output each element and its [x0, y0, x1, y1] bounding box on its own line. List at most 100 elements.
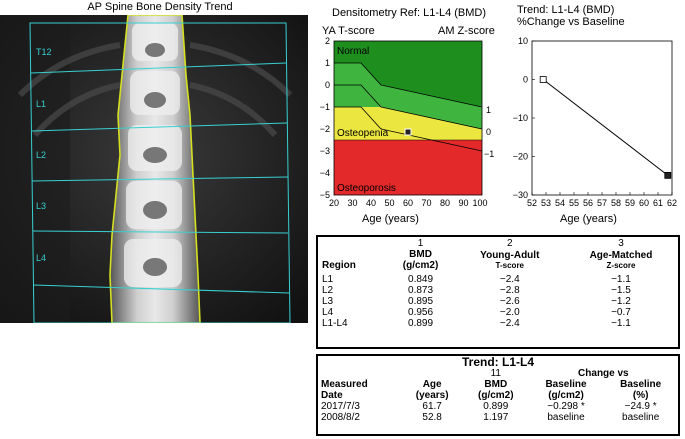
zone-label-osteoporosis: Osteoporosis: [337, 183, 396, 194]
table-row: L1-L4 0.899 −2.4 −1.1: [318, 318, 678, 329]
zone-normal-dark: [334, 41, 482, 107]
zscore-cell: −1.5: [611, 285, 631, 296]
spine-xray-image: T12 L1 L2 L3 L4: [0, 15, 308, 323]
tscore-cell: −2.4: [499, 274, 520, 285]
right-tick: 1: [486, 105, 491, 115]
header-age-matched: Age-Matched: [589, 250, 653, 261]
right-tick: −1: [484, 149, 494, 159]
col-number: 1: [417, 237, 424, 249]
trend-chart-subtitle: %Change vs Baseline: [517, 16, 625, 28]
trend-chart-title-block: Trend: L1-L4 (BMD) %Change vs Baseline: [517, 4, 625, 28]
bmd-cell: 1.197: [483, 412, 509, 423]
trend-x-tick: 58: [611, 198, 621, 208]
zscore-cell: −1.1: [611, 318, 631, 329]
table-row: 2017/7/3 61.7 0.899 −0.298 * −24.9 *: [318, 401, 678, 412]
y-tick: −3: [320, 146, 330, 156]
y-tick: 2: [325, 36, 330, 46]
y-tick: 0: [325, 80, 330, 90]
trend-x-tick: 62: [667, 198, 677, 208]
bmd-cell: 0.899: [408, 318, 434, 329]
densitometry-x-label: Age (years): [362, 213, 419, 225]
table-row: L1 0.849 −2.4 −1.1: [318, 274, 678, 285]
xray-title: AP Spine Bone Density Trend: [87, 1, 233, 13]
header-zscore: Z-score: [606, 261, 636, 270]
trend-x-tick: 52: [527, 198, 537, 208]
y-tick: 1: [325, 58, 330, 68]
trend-chart-title: Trend: L1-L4 (BMD): [517, 4, 615, 16]
trend-y-tick: −30: [513, 190, 528, 200]
x-tick: 40: [366, 198, 376, 208]
region-cell: L1: [322, 274, 334, 285]
x-tick: 80: [440, 198, 450, 208]
trend-y-tick: 10: [518, 36, 528, 46]
x-tick: 50: [384, 198, 394, 208]
x-tick: 70: [421, 198, 431, 208]
zone-label-normal: Normal: [337, 46, 369, 57]
am-zscore-axis-label: AM Z-score: [438, 25, 495, 37]
y-tick: −2: [320, 124, 330, 134]
bmd-cell: 0.899: [483, 401, 509, 412]
table-row: L4 0.956 −2.0 −0.7: [318, 307, 678, 318]
trend-series-line: [542, 79, 669, 176]
x-tick: 60: [403, 198, 413, 208]
region-cell: L4: [322, 307, 334, 318]
level-label-l1: L1: [36, 99, 46, 109]
level-label-l3: L3: [36, 201, 46, 211]
trend-x-label: Age (years): [560, 213, 617, 225]
trend-x-tick: 53: [541, 198, 551, 208]
zscore-cell: −1.1: [611, 274, 631, 285]
y-tick: −5: [320, 190, 330, 200]
trend-y-tick: −20: [513, 152, 528, 162]
bmd-cell: 0.849: [408, 274, 434, 285]
col-number: 11: [490, 367, 501, 379]
tscore-cell: −2.4: [499, 318, 520, 329]
right-tick: 0: [486, 127, 491, 137]
trend-table-title: Trend: L1-L4: [461, 355, 534, 369]
header-baseline-g: Baseline: [545, 379, 587, 390]
header-baseline-pct: Baseline: [620, 379, 662, 390]
table-row: L3 0.895 −2.6 −1.2: [318, 296, 678, 307]
header-bmd-unit: (g/cm2): [402, 260, 439, 271]
trend-plot-area: [531, 40, 673, 196]
x-tick: 90: [458, 198, 468, 208]
densitometry-title: Densitometry Ref: L1-L4 (BMD): [332, 7, 487, 19]
region-cell: L1-L4: [322, 318, 348, 329]
x-tick: 100: [472, 198, 487, 208]
bmd-cell: 0.895: [408, 296, 434, 307]
trend-x-tick: 57: [597, 198, 607, 208]
trend-chart: 10 0 −10 −20 −30 52 53 54 55 56 57 58 59 60 61 62: [513, 36, 677, 208]
header-tscore: T-score: [495, 261, 525, 270]
change-g-cell: baseline: [547, 412, 585, 423]
change-pct-cell: −24.9 *: [624, 401, 657, 412]
trend-x-tick: 56: [583, 198, 593, 208]
change-pct-cell: baseline: [622, 412, 660, 423]
densitometry-reference-chart: Normal Osteopenia Osteoporosis 2 1 0 −1 …: [320, 36, 495, 208]
level-label-l2: L2: [36, 150, 46, 160]
header-age: Age: [422, 379, 442, 390]
table-row: L2 0.873 −2.8 −1.5: [318, 285, 678, 296]
header-bmd: BMD: [484, 379, 508, 390]
trend-point: [539, 76, 547, 83]
header-age-unit: (years): [415, 390, 449, 401]
header-change-vs: Change vs: [578, 368, 629, 379]
header-bmd-unit: (g/cm2): [478, 390, 514, 401]
patient-bmd-point: [404, 128, 412, 136]
trend-y-tick: 0: [523, 75, 528, 85]
col-number: 2: [507, 237, 513, 249]
zone-label-osteopenia: Osteopenia: [337, 128, 389, 139]
x-tick: 20: [329, 198, 339, 208]
level-label-t12: T12: [36, 47, 52, 57]
trend-x-tick: 61: [653, 198, 663, 208]
trend-x-tick: 54: [555, 198, 565, 208]
zone-osteoporosis: [334, 140, 482, 195]
zscore-cell: −0.7: [611, 307, 631, 318]
header-date: Date: [321, 390, 343, 401]
header-measured: Measured: [321, 379, 368, 390]
y-tick: −4: [320, 168, 330, 178]
trend-x-tick: 55: [569, 198, 579, 208]
region-results-table: 1 2 3 Region BMD (g/cm2) Young-Adult T-sco…: [316, 235, 680, 349]
header-baseline-g-unit: (g/cm2): [548, 390, 584, 401]
trend-y-tick: −10: [513, 113, 528, 123]
age-cell: 52.8: [422, 412, 442, 423]
header-baseline-pct-unit: (%): [632, 390, 649, 401]
